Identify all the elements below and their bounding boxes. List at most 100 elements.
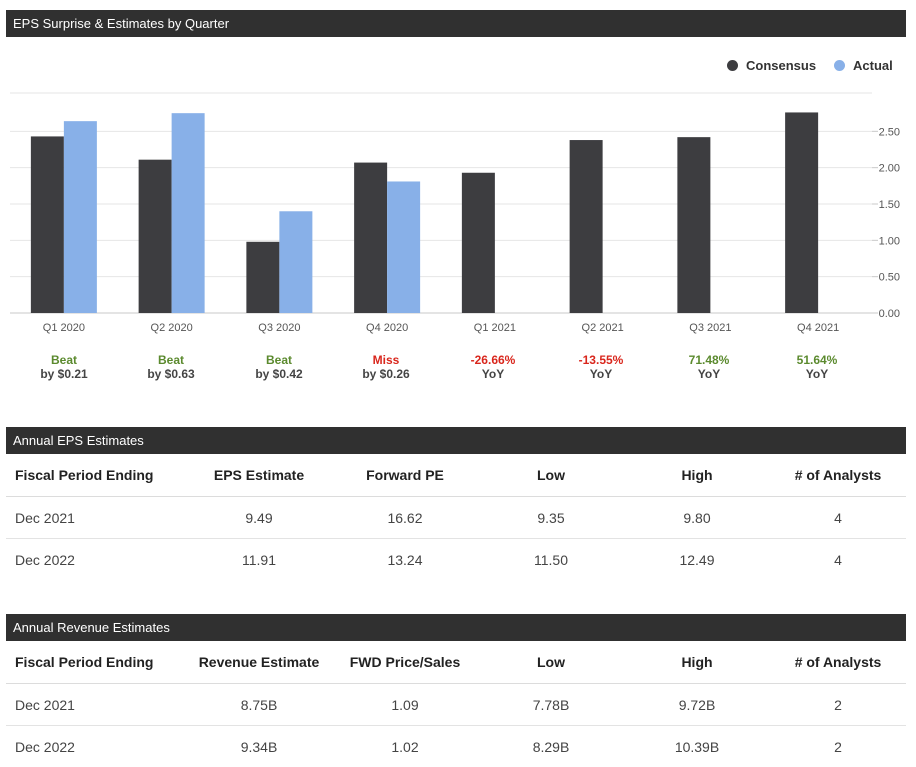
chart-y-axis-labels: 0.00 0.50 1.00 1.50 2.00 2.50 — [879, 126, 900, 320]
bar-actual — [387, 181, 420, 313]
table-cell: 11.50 — [478, 539, 624, 581]
column-header: # of Analysts — [770, 641, 906, 684]
column-header: Low — [478, 641, 624, 684]
surprise-result: Beat — [121, 353, 221, 367]
surprise-result: -13.55% — [551, 353, 651, 367]
bar-consensus — [246, 242, 279, 313]
column-header: FWD Price/Sales — [332, 641, 478, 684]
column-header: # of Analysts — [770, 454, 906, 497]
surprise-q1-2021: -26.66% YoY — [443, 353, 543, 381]
surprise-detail: YoY — [443, 367, 543, 381]
table-cell: Dec 2022 — [6, 539, 186, 581]
surprise-detail: by $0.26 — [336, 367, 436, 381]
column-header: Fiscal Period Ending — [6, 641, 186, 684]
x-tick-label: Q2 2021 — [582, 322, 624, 334]
surprise-result: Beat — [14, 353, 114, 367]
table-cell: 7.78B — [478, 684, 624, 726]
chart-x-axis-labels: Q1 2020 Q2 2020 Q3 2020 Q4 2020 Q1 2021 Q2 20… — [43, 322, 839, 334]
table-row: Dec 2022 11.91 13.24 11.50 12.49 4 — [6, 539, 906, 581]
column-header: Low — [478, 454, 624, 497]
x-tick-label: Q4 2020 — [366, 322, 408, 334]
y-tick-label: 1.00 — [879, 235, 900, 247]
surprise-detail: YoY — [659, 367, 759, 381]
x-tick-label: Q3 2020 — [258, 322, 300, 334]
surprise-result: Miss — [336, 353, 436, 367]
table-cell: 4 — [770, 497, 906, 539]
column-header: High — [624, 454, 770, 497]
table-cell: 2 — [770, 684, 906, 726]
table-cell: 12.49 — [624, 539, 770, 581]
table-cell: 8.29B — [478, 726, 624, 767]
bar-consensus — [139, 160, 172, 313]
surprise-result: 51.64% — [767, 353, 867, 367]
table-cell: 9.72B — [624, 684, 770, 726]
annual-revenue-table: Fiscal Period Ending Revenue Estimate FW… — [6, 641, 906, 767]
x-tick-label: Q1 2020 — [43, 322, 85, 334]
table-cell: 1.02 — [332, 726, 478, 767]
bar-actual — [64, 121, 97, 313]
table-cell: 13.24 — [332, 539, 478, 581]
y-tick-label: 2.00 — [879, 163, 900, 175]
bar-consensus — [354, 163, 387, 313]
bar-consensus — [462, 173, 495, 313]
eps-section-title: EPS Surprise & Estimates by Quarter — [6, 10, 906, 37]
chart-bars — [31, 112, 818, 313]
column-header: EPS Estimate — [186, 454, 332, 497]
table-header-row: Fiscal Period Ending EPS Estimate Forwar… — [6, 454, 906, 497]
surprise-detail: by $0.42 — [229, 367, 329, 381]
y-tick-label: 0.00 — [879, 308, 900, 320]
x-tick-label: Q4 2021 — [797, 322, 839, 334]
surprise-detail: by $0.21 — [14, 367, 114, 381]
surprise-detail: YoY — [767, 367, 867, 381]
table-header-row: Fiscal Period Ending Revenue Estimate FW… — [6, 641, 906, 684]
table-cell: 9.34B — [186, 726, 332, 767]
surprise-detail: YoY — [551, 367, 651, 381]
y-tick-label: 0.50 — [879, 272, 900, 284]
table-cell: 2 — [770, 726, 906, 767]
bar-consensus — [570, 140, 603, 313]
x-tick-label: Q2 2020 — [151, 322, 193, 334]
surprise-q3-2020: Beat by $0.42 — [229, 353, 329, 381]
table-cell: 16.62 — [332, 497, 478, 539]
bar-consensus — [677, 137, 710, 313]
table-cell: 11.91 — [186, 539, 332, 581]
surprise-q2-2021: -13.55% YoY — [551, 353, 651, 381]
surprise-result: Beat — [229, 353, 329, 367]
annual-eps-table: Fiscal Period Ending EPS Estimate Forwar… — [6, 454, 906, 580]
table-row: Dec 2022 9.34B 1.02 8.29B 10.39B 2 — [6, 726, 906, 767]
table-cell: Dec 2022 — [6, 726, 186, 767]
x-tick-label: Q3 2021 — [689, 322, 731, 334]
annual-revenue-title: Annual Revenue Estimates — [6, 614, 906, 641]
table-cell: 1.09 — [332, 684, 478, 726]
bar-consensus — [785, 112, 818, 313]
table-cell: 9.80 — [624, 497, 770, 539]
table-cell: 10.39B — [624, 726, 770, 767]
table-cell: 4 — [770, 539, 906, 581]
x-tick-label: Q1 2021 — [474, 322, 516, 334]
surprise-q3-2021: 71.48% YoY — [659, 353, 759, 381]
y-tick-label: 1.50 — [879, 199, 900, 211]
surprise-q1-2020: Beat by $0.21 — [14, 353, 114, 381]
column-header: Revenue Estimate — [186, 641, 332, 684]
bar-actual — [172, 113, 205, 313]
table-cell: Dec 2021 — [6, 684, 186, 726]
table-cell: 9.49 — [186, 497, 332, 539]
bar-consensus — [31, 136, 64, 313]
table-cell: 9.35 — [478, 497, 624, 539]
surprise-q4-2020: Miss by $0.26 — [336, 353, 436, 381]
table-cell: Dec 2021 — [6, 497, 186, 539]
y-tick-label: 2.50 — [879, 126, 900, 138]
table-row: Dec 2021 9.49 16.62 9.35 9.80 4 — [6, 497, 906, 539]
table-cell: 8.75B — [186, 684, 332, 726]
bar-actual — [279, 211, 312, 313]
column-header: High — [624, 641, 770, 684]
surprise-q4-2021: 51.64% YoY — [767, 353, 867, 381]
table-row: Dec 2021 8.75B 1.09 7.78B 9.72B 2 — [6, 684, 906, 726]
surprise-result: 71.48% — [659, 353, 759, 367]
column-header: Fiscal Period Ending — [6, 454, 186, 497]
eps-bar-chart: Q1 2020 Q2 2020 Q3 2020 Q4 2020 Q1 2021 Q2 20… — [0, 37, 916, 347]
surprise-result: -26.66% — [443, 353, 543, 367]
surprise-q2-2020: Beat by $0.63 — [121, 353, 221, 381]
surprise-detail: by $0.63 — [121, 367, 221, 381]
column-header: Forward PE — [332, 454, 478, 497]
